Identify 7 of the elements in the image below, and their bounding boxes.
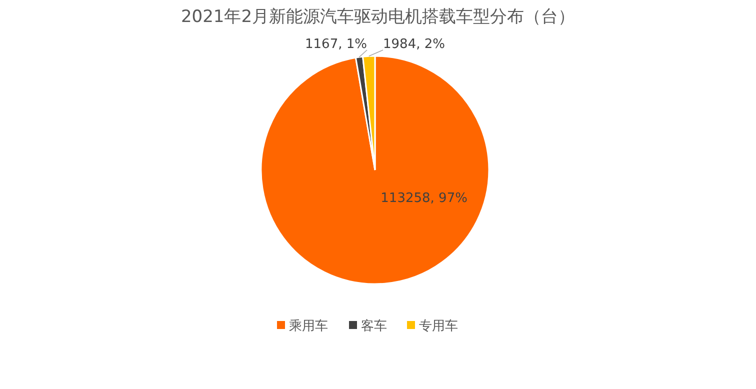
legend-label: 客车 <box>361 318 387 334</box>
data-label: 113258, 97% <box>380 191 468 206</box>
data-label: 1167, 1% <box>305 37 367 52</box>
legend-label: 乘用车 <box>289 319 328 334</box>
chart-title: 2021年2月新能源汽车驱动电机搭载车型分布（台） <box>180 7 576 27</box>
legend-label: 专用车 <box>419 319 458 334</box>
data-label: 1984, 2% <box>383 37 445 52</box>
